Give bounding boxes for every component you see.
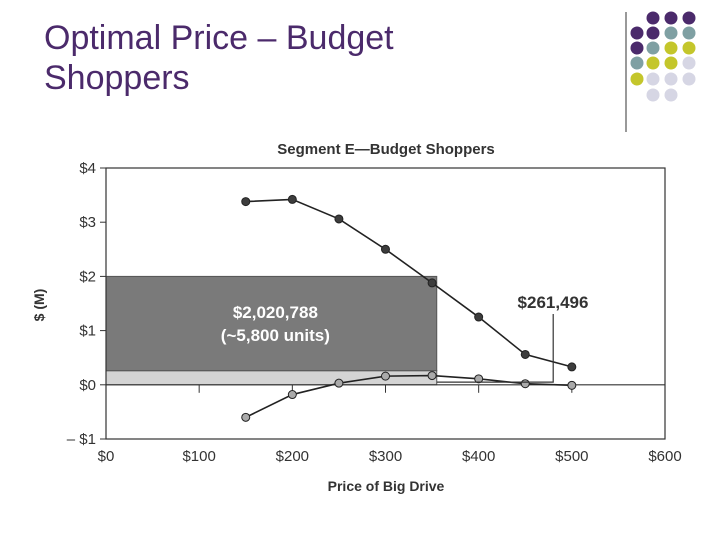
decorative-dot xyxy=(630,41,644,55)
profit-leader-line xyxy=(436,314,554,383)
y-tick-label: $2 xyxy=(79,268,96,285)
decorative-dot xyxy=(646,88,660,102)
profit-point xyxy=(520,379,530,389)
y-tick-label: $0 xyxy=(79,377,96,394)
revenue-point xyxy=(427,278,437,288)
revenue-line xyxy=(245,198,573,368)
revenue-point xyxy=(334,214,344,224)
x-tick-label: $200 xyxy=(276,448,309,465)
revenue-units-annotation: (~5,800 units) xyxy=(221,326,330,345)
decorative-dot xyxy=(664,56,678,70)
decorative-dot xyxy=(682,26,696,40)
decorative-dot xyxy=(664,11,678,25)
profit-point xyxy=(381,371,390,381)
chart-title: Segment E—Budget Shoppers xyxy=(277,141,495,158)
profit-point xyxy=(334,378,344,388)
profit-annotation: $261,496 xyxy=(518,293,589,312)
decorative-dot xyxy=(646,11,660,25)
x-axis-label: Price of Big Drive xyxy=(328,478,445,494)
decorative-dot xyxy=(630,26,644,40)
decorative-dot xyxy=(664,72,678,86)
decorative-dot xyxy=(630,72,644,86)
revenue-point xyxy=(567,362,577,372)
x-tick-label: $300 xyxy=(369,448,402,465)
x-tick-label: $500 xyxy=(555,448,588,465)
y-tick-label: $4 xyxy=(79,160,96,177)
x-tick-label: $100 xyxy=(182,448,215,465)
decorative-dot xyxy=(646,72,660,86)
decorative-dot xyxy=(646,41,660,55)
decorative-dot xyxy=(646,26,660,40)
profit-line xyxy=(245,374,572,419)
revenue-point xyxy=(520,349,530,359)
profit-point xyxy=(427,371,437,381)
y-axis-label: $ (M) xyxy=(31,289,47,322)
decorative-dot xyxy=(682,56,696,70)
profit-point xyxy=(241,412,251,422)
revenue-point xyxy=(287,194,297,204)
x-tick-label: $600 xyxy=(648,448,681,465)
profit-point xyxy=(567,380,577,390)
profit-point xyxy=(287,390,297,400)
decorative-dot xyxy=(664,88,678,102)
decorative-dot xyxy=(682,11,696,25)
y-tick-label: – $1 xyxy=(67,431,96,448)
revenue-annotation: $2,020,788 xyxy=(233,303,318,322)
decorative-dot xyxy=(682,41,696,55)
y-tick-label: $3 xyxy=(79,214,96,231)
revenue-point xyxy=(241,197,251,207)
x-tick-label: $0 xyxy=(98,448,115,465)
slide-title-line-1: Optimal Price – Budget xyxy=(44,19,394,57)
slide-title-line-2: Shoppers xyxy=(44,59,190,97)
x-tick-label: $400 xyxy=(462,448,495,465)
y-tick-label: $1 xyxy=(79,323,96,340)
decorative-dot xyxy=(682,72,696,86)
decorative-dot xyxy=(664,26,678,40)
decorative-dot xyxy=(630,56,644,70)
revenue-point xyxy=(381,244,390,254)
revenue-area xyxy=(105,275,438,372)
plot-frame xyxy=(105,167,666,440)
profit-point xyxy=(474,374,484,384)
decorative-dot xyxy=(664,41,678,55)
revenue-point xyxy=(474,312,484,322)
slide-title: Optimal Price – Budget Shoppers xyxy=(44,18,584,98)
decorative-dot xyxy=(646,56,660,70)
